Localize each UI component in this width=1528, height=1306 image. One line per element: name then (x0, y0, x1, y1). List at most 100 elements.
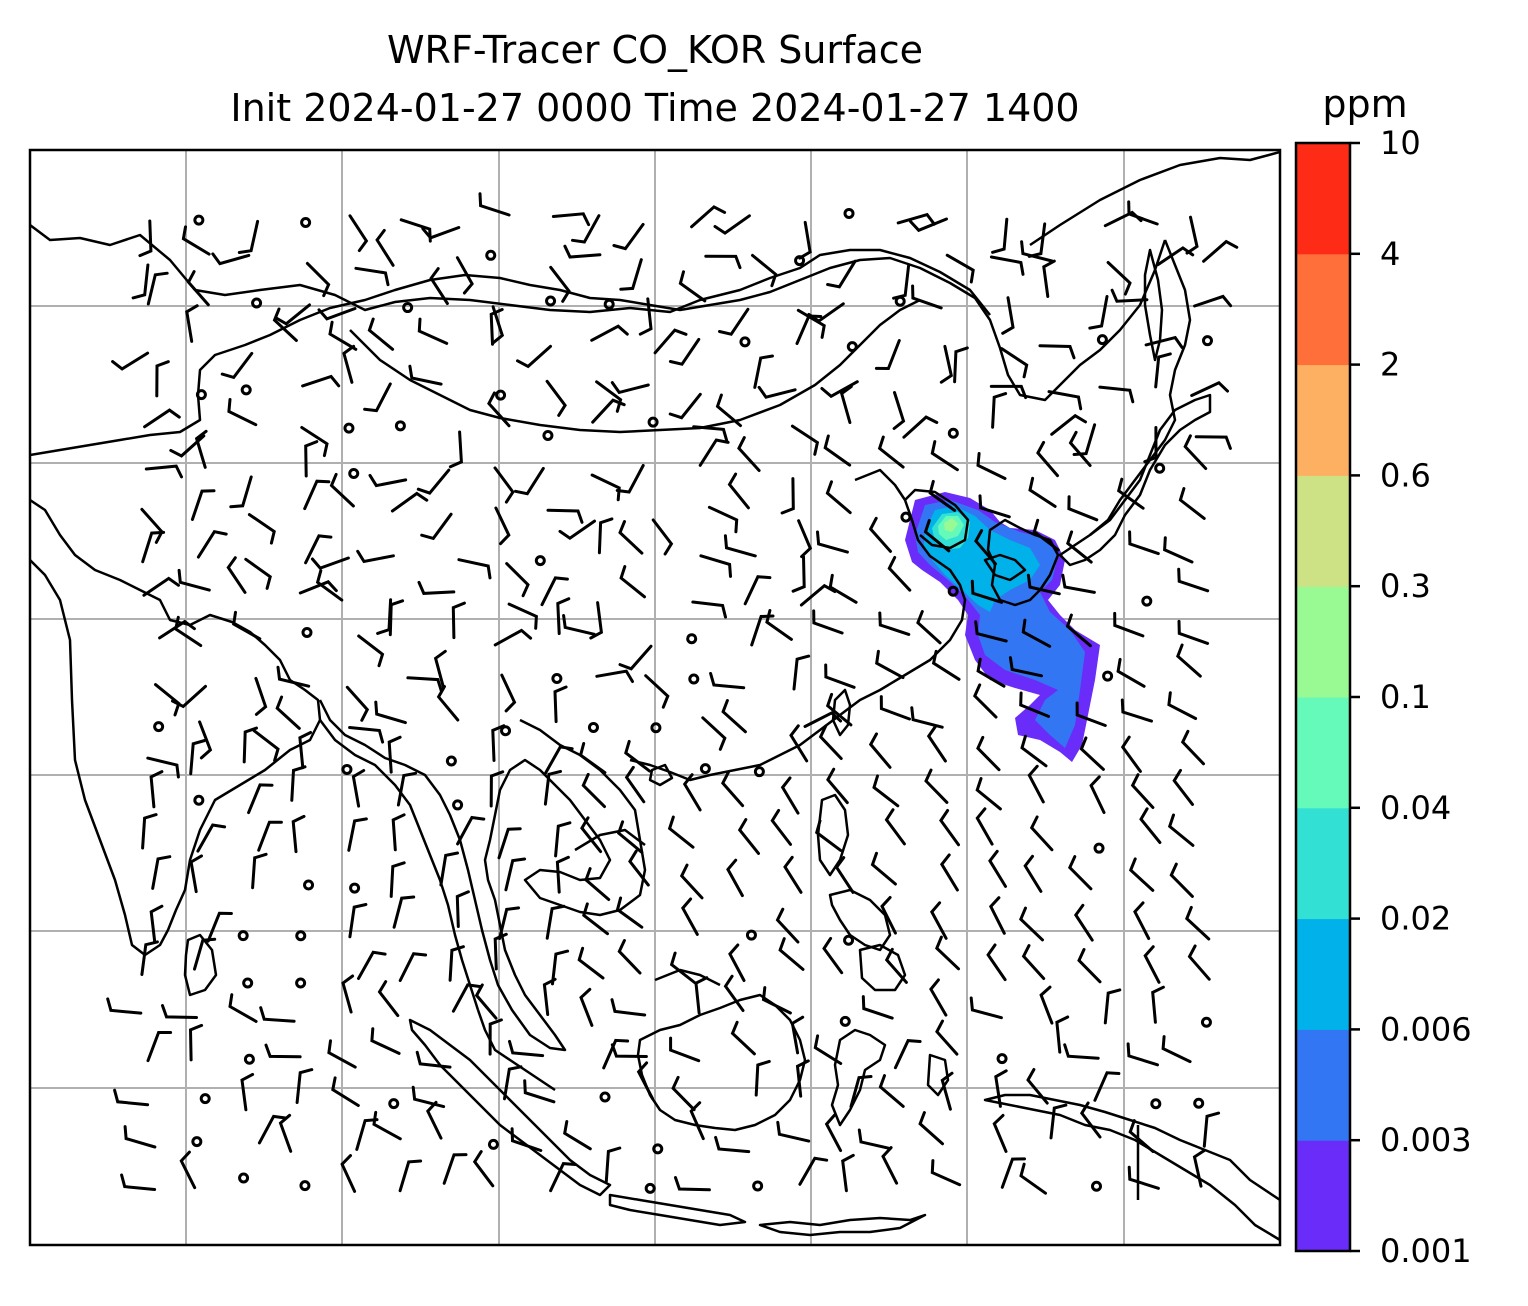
calm-wind-marker (900, 511, 912, 523)
calm-wind-marker (495, 389, 507, 401)
coastline-china-east (629, 468, 967, 782)
wind-barb (391, 813, 406, 852)
border-russia (30, 224, 991, 316)
calm-wind-marker (599, 1091, 611, 1103)
wind-barb (478, 192, 511, 217)
wind-barb (718, 307, 750, 336)
wind-barb (812, 609, 844, 635)
wind-barb (553, 685, 568, 724)
wind-barb (151, 855, 172, 890)
wind-barb (342, 344, 356, 384)
wind-barb (880, 896, 897, 935)
wind-barb (1128, 530, 1160, 556)
colorbar-segment (1296, 253, 1350, 366)
calm-wind-marker (191, 1136, 203, 1148)
wind-barb (690, 205, 727, 229)
wind-barb (327, 1039, 357, 1069)
wind-barb (822, 936, 844, 975)
wind-barb (143, 408, 181, 429)
wind-barb (179, 1150, 197, 1190)
calm-wind-marker (753, 766, 765, 778)
wind-barb (1073, 903, 1094, 942)
calm-wind-marker (193, 214, 205, 226)
wind-barb (1187, 944, 1211, 981)
wind-barb (610, 998, 647, 1017)
wind-barb (1032, 518, 1060, 552)
wind-barb (761, 986, 792, 1015)
wind-barb (190, 489, 216, 521)
wind-barb (247, 783, 274, 815)
wind-barb (1163, 536, 1194, 564)
calm-wind-marker (1150, 1098, 1162, 1110)
coastline-lesser-sunda (758, 1213, 927, 1237)
wind-barb (448, 430, 463, 469)
wind-barb (186, 270, 210, 307)
wind-barb (1172, 768, 1194, 806)
calm-wind-marker (301, 626, 313, 638)
wind-barb (406, 676, 443, 693)
coastline-malay (476, 1009, 556, 1092)
border-himalaya (30, 239, 1167, 457)
wind-barb (644, 674, 670, 709)
wind-barb (931, 649, 961, 681)
wind-barb (881, 1146, 899, 1185)
wind-barb (699, 554, 732, 578)
wind-barb (354, 266, 390, 287)
wind-barb (1113, 611, 1145, 638)
wind-barb (671, 1075, 696, 1112)
map-title-line2: Init 2024-01-27 0000 Time 2024-01-27 140… (230, 86, 1080, 130)
wind-barb (753, 354, 774, 389)
wind-barb (795, 314, 823, 345)
wind-barb (451, 601, 466, 640)
wind-barb (816, 530, 849, 554)
wind-barb (1143, 426, 1158, 464)
wind-barb (617, 939, 642, 975)
wind-barb (1130, 773, 1155, 809)
wind-barb (1000, 1157, 1026, 1189)
wind-barb (345, 685, 370, 722)
wind-barb (1093, 1071, 1121, 1102)
wind-barb (304, 534, 333, 565)
wind-barb (317, 307, 357, 321)
colorbar-segment (1296, 586, 1350, 698)
wind-barb (556, 597, 571, 635)
wind-barb (902, 415, 939, 439)
wind-barb (1116, 657, 1146, 688)
wind-barb (1169, 862, 1194, 898)
wind-barb (240, 1072, 255, 1112)
wind-barb (918, 1111, 944, 1146)
wind-barb (976, 735, 1001, 772)
wind-barb (839, 385, 853, 424)
wind-barb (487, 391, 511, 428)
wind-barb (1066, 530, 1093, 564)
wind-barb (824, 1113, 843, 1153)
wind-barb (591, 398, 626, 424)
wind-barb (514, 466, 545, 496)
wind-barb (628, 849, 650, 887)
wind-barb (549, 265, 571, 303)
wind-barb (138, 219, 153, 258)
wind-barb (252, 729, 280, 763)
wind-barb (754, 1059, 771, 1097)
wind-barb (377, 980, 400, 1018)
wind-barb (610, 381, 650, 395)
calm-wind-marker (1201, 335, 1213, 347)
coastline-myanmar (319, 719, 480, 1011)
wind-barb (356, 549, 395, 564)
wind-barb (563, 1120, 592, 1151)
calm-wind-marker (388, 1098, 400, 1110)
wind-barb (969, 996, 1003, 1020)
wind-barb (638, 297, 653, 336)
wind-barb (780, 776, 800, 815)
wind-barb (825, 480, 852, 515)
wind-barb (929, 901, 948, 940)
wind-barb (493, 628, 533, 647)
wind-barb (457, 558, 492, 580)
wind-barb (589, 601, 604, 640)
wind-barb (347, 817, 368, 852)
wind-barb (298, 580, 338, 595)
wind-barb (1050, 413, 1087, 436)
wind-barb (689, 1101, 705, 1141)
wind-barb (372, 1110, 402, 1141)
wind-barb (1202, 1111, 1221, 1148)
